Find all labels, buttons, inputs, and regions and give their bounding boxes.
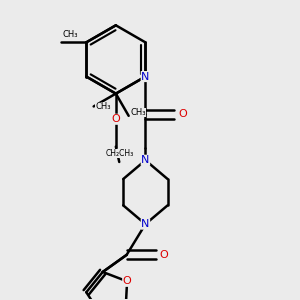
Text: O: O: [112, 114, 120, 124]
Text: N: N: [141, 219, 150, 229]
Text: CH₂CH₃: CH₂CH₃: [105, 149, 134, 158]
Text: O: O: [178, 109, 188, 119]
Text: N: N: [141, 71, 150, 82]
Text: CH₃: CH₃: [62, 30, 78, 39]
Text: N: N: [141, 155, 150, 165]
Text: CH₃: CH₃: [130, 108, 146, 117]
Text: O: O: [123, 276, 131, 286]
Text: O: O: [160, 250, 169, 260]
Text: CH₃: CH₃: [95, 102, 111, 111]
